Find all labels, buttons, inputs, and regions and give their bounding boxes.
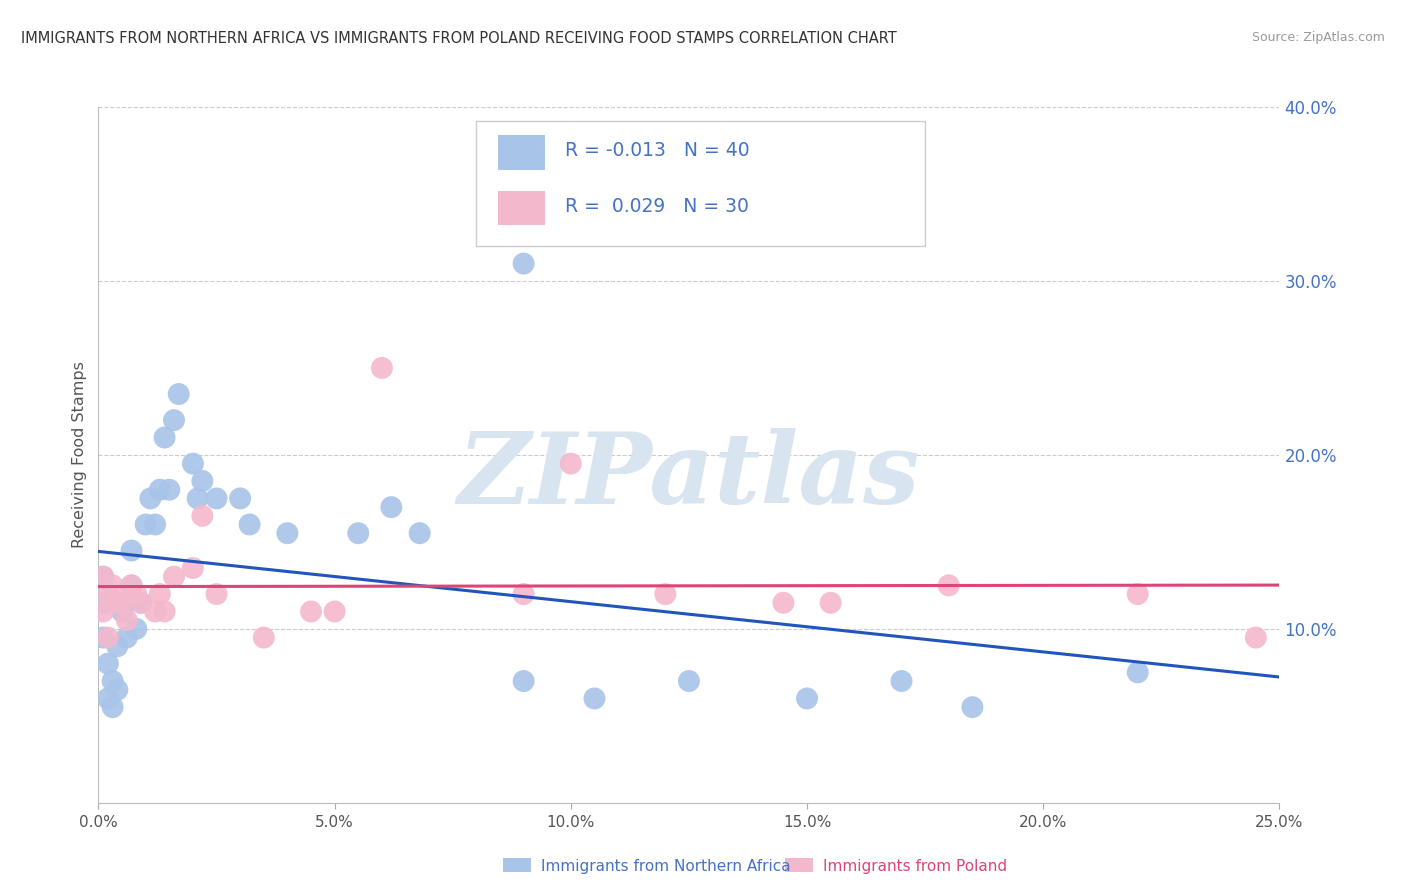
Point [820,596,842,610]
Point [149,483,172,497]
Text: ZIPatlas: ZIPatlas [458,427,920,524]
Point [187,491,209,506]
Point [153,430,176,444]
Point [105,596,128,610]
Point [512,257,534,271]
Point [101,578,124,592]
Y-axis label: Receiving Food Stamps: Receiving Food Stamps [72,361,87,549]
Point [91,596,114,610]
FancyBboxPatch shape [498,191,546,226]
FancyBboxPatch shape [498,135,546,169]
Point [371,360,394,375]
Point [91,570,114,584]
Point [253,631,276,645]
Point [796,691,818,706]
Point [229,491,252,506]
Point [143,517,166,532]
Point [125,622,148,636]
Point [97,587,120,601]
Point [962,700,984,714]
Text: R = -0.013   N = 40: R = -0.013 N = 40 [565,141,749,161]
FancyBboxPatch shape [477,121,925,246]
Text: Source: ZipAtlas.com: Source: ZipAtlas.com [1251,31,1385,45]
Point [139,491,162,506]
Point [299,605,322,619]
Point [101,700,124,714]
Point [115,613,138,627]
Point [347,526,370,541]
Point [408,526,430,541]
Point [149,587,172,601]
Point [157,483,180,497]
Text: Immigrants from Poland: Immigrants from Poland [823,859,1007,873]
Point [97,631,120,645]
Point [512,587,534,601]
Point [129,596,152,610]
Point [583,691,606,706]
Point [111,596,134,610]
Point [167,387,190,401]
Point [115,631,138,645]
Point [323,605,346,619]
Point [121,578,143,592]
Point [380,500,402,514]
FancyBboxPatch shape [785,858,813,872]
Point [91,570,114,584]
Point [91,605,114,619]
Point [125,587,148,601]
Point [1126,587,1149,601]
Point [181,457,204,471]
Point [111,605,134,619]
Point [890,674,912,689]
Text: R =  0.029   N = 30: R = 0.029 N = 30 [565,197,749,216]
Text: Immigrants from Northern Africa: Immigrants from Northern Africa [541,859,792,873]
Point [105,639,128,653]
Point [97,657,120,671]
Point [143,605,166,619]
Point [239,517,262,532]
Point [654,587,676,601]
Point [205,491,228,506]
Point [678,674,700,689]
Point [191,508,214,523]
Point [121,578,143,592]
Point [121,543,143,558]
Point [163,413,186,427]
Point [135,517,157,532]
Point [191,474,214,488]
Point [205,587,228,601]
Point [91,631,114,645]
Point [129,596,152,610]
FancyBboxPatch shape [503,858,531,872]
Point [560,457,582,471]
Point [153,605,176,619]
Point [1126,665,1149,680]
Point [1244,631,1267,645]
Point [181,561,204,575]
Point [276,526,298,541]
Point [97,691,120,706]
Point [105,682,128,697]
Point [772,596,794,610]
Point [101,674,124,689]
Text: IMMIGRANTS FROM NORTHERN AFRICA VS IMMIGRANTS FROM POLAND RECEIVING FOOD STAMPS : IMMIGRANTS FROM NORTHERN AFRICA VS IMMIG… [21,31,897,46]
Point [163,570,186,584]
Point [938,578,960,592]
Point [512,674,534,689]
